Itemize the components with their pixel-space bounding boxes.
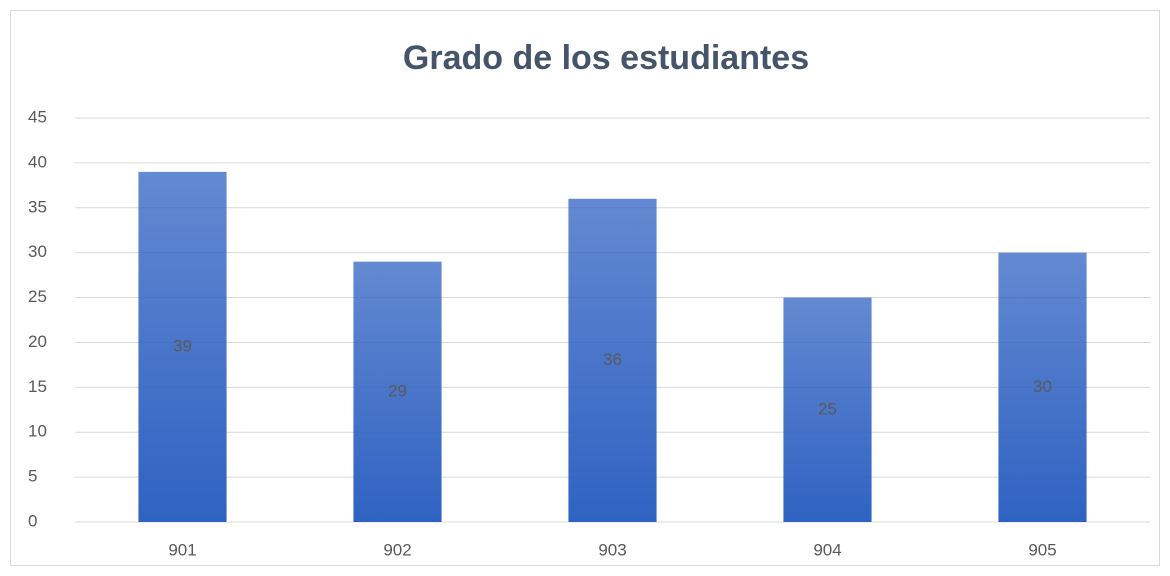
- x-tick-label: 901: [168, 540, 196, 559]
- y-tick-label: 0: [28, 511, 37, 530]
- y-tick-label: 30: [28, 242, 47, 261]
- data-label: 39: [173, 336, 192, 355]
- y-tick-label: 25: [28, 287, 47, 306]
- y-tick-label: 45: [28, 107, 47, 126]
- y-tick-label: 5: [28, 467, 37, 486]
- data-label: 29: [388, 381, 407, 400]
- chart-title: Grado de los estudiantes: [403, 39, 809, 77]
- y-tick-label: 35: [28, 197, 47, 216]
- bar: [138, 171, 227, 522]
- bar: [568, 198, 657, 523]
- data-label: 36: [603, 350, 622, 369]
- bar: [998, 252, 1087, 522]
- x-tick-label: 904: [813, 540, 841, 559]
- bar: [783, 297, 872, 522]
- y-tick-label: 20: [28, 332, 47, 351]
- y-tick-label: 15: [28, 377, 47, 396]
- bar: [353, 261, 442, 522]
- data-label: 30: [1033, 377, 1052, 396]
- x-tick-label: 903: [598, 540, 626, 559]
- y-tick-label: 10: [28, 422, 47, 441]
- data-label: 25: [818, 399, 837, 418]
- y-tick-label: 40: [28, 152, 47, 171]
- x-tick-label: 905: [1028, 540, 1056, 559]
- x-tick-label: 902: [383, 540, 411, 559]
